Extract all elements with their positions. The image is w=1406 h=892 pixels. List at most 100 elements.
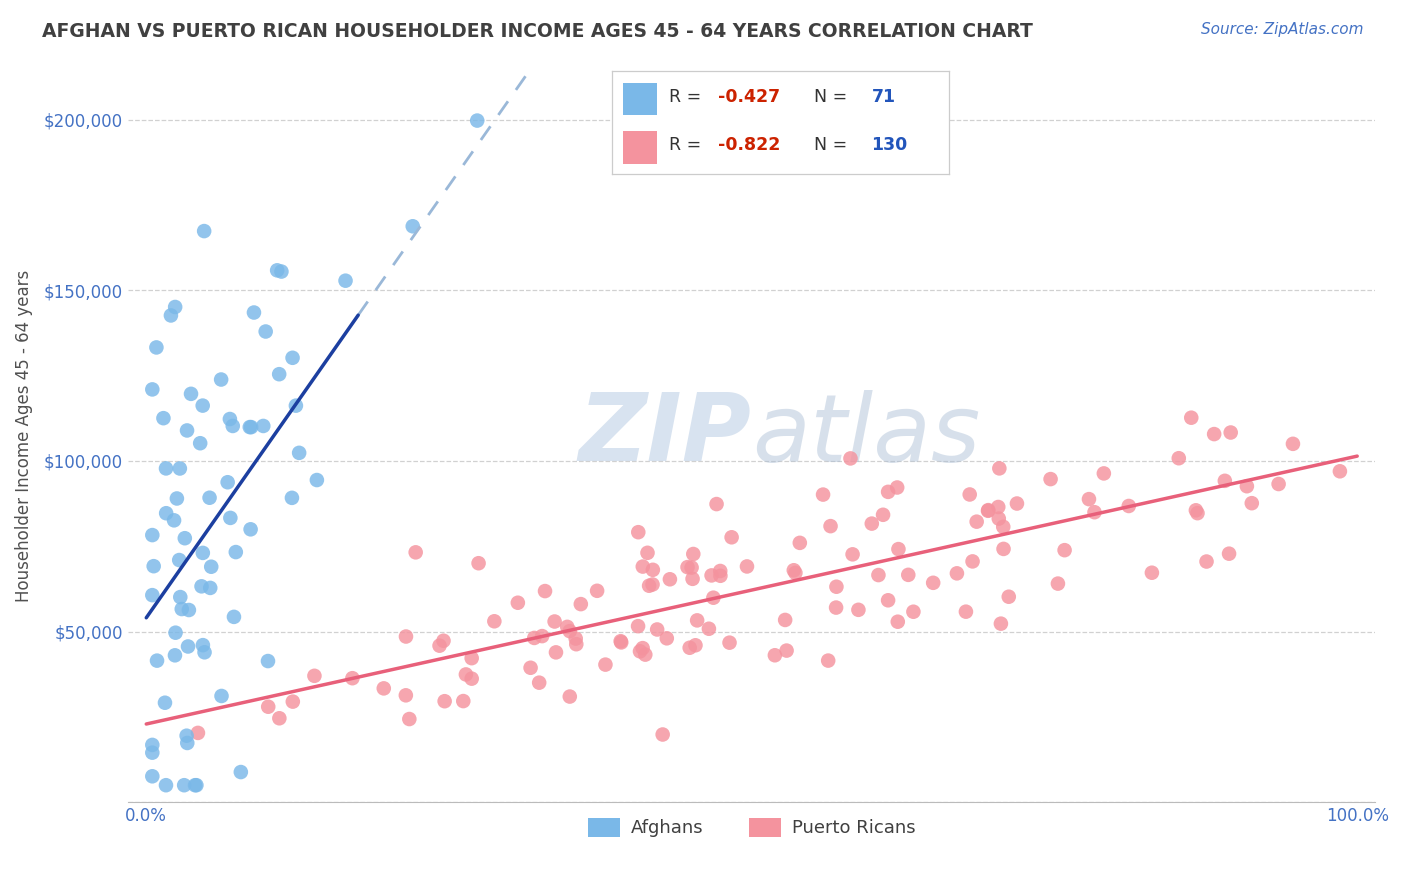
Point: [887, 615, 910, 629]
Point: [555, 620, 578, 634]
Text: -0.427: -0.427: [718, 88, 780, 106]
Point: [141, 746, 163, 760]
Point: [173, 778, 195, 792]
Point: [193, 224, 215, 238]
Point: [239, 522, 262, 536]
Text: ZIP: ZIP: [579, 390, 752, 482]
Point: [763, 648, 786, 663]
Point: [627, 525, 650, 540]
Point: [946, 566, 969, 581]
Point: [217, 475, 239, 490]
Point: [239, 420, 262, 434]
Point: [465, 113, 488, 128]
Point: [1236, 479, 1258, 493]
Point: [700, 568, 723, 582]
Point: [190, 579, 212, 593]
Y-axis label: Householder Income Ages 45 - 64 years: Householder Income Ages 45 - 64 years: [15, 269, 32, 601]
Point: [142, 559, 165, 574]
Point: [1185, 503, 1208, 517]
Point: [281, 491, 304, 505]
Point: [281, 695, 304, 709]
Point: [155, 778, 177, 792]
Point: [785, 566, 807, 580]
Text: 130: 130: [872, 136, 908, 154]
Point: [398, 712, 420, 726]
Text: R =: R =: [669, 88, 707, 106]
Point: [848, 603, 870, 617]
Point: [177, 603, 200, 617]
Point: [177, 640, 200, 654]
Point: [270, 264, 292, 278]
Point: [565, 637, 588, 651]
Point: [523, 631, 546, 645]
Point: [304, 669, 326, 683]
Point: [685, 638, 707, 652]
Point: [789, 536, 811, 550]
Point: [165, 300, 187, 314]
Point: [269, 711, 291, 725]
Point: [544, 645, 567, 659]
Point: [655, 632, 678, 646]
Point: [454, 667, 477, 681]
Point: [564, 632, 586, 646]
Point: [631, 641, 654, 656]
Point: [1204, 427, 1226, 442]
Point: [1219, 425, 1241, 440]
Point: [959, 487, 981, 501]
Text: N =: N =: [814, 88, 848, 106]
Point: [180, 387, 202, 401]
Point: [1195, 555, 1218, 569]
Point: [558, 690, 581, 704]
Point: [141, 769, 163, 783]
Point: [395, 630, 418, 644]
Point: [191, 638, 214, 652]
Point: [484, 614, 506, 628]
Point: [993, 520, 1015, 534]
Point: [681, 560, 703, 574]
Point: [153, 696, 176, 710]
Point: [897, 567, 920, 582]
Point: [219, 511, 242, 525]
Point: [187, 726, 209, 740]
Text: N =: N =: [814, 136, 848, 154]
Point: [254, 325, 277, 339]
Point: [402, 219, 425, 234]
Point: [1187, 506, 1209, 520]
Point: [977, 503, 1000, 517]
Point: [872, 508, 894, 522]
Point: [219, 412, 242, 426]
Point: [682, 547, 704, 561]
Point: [141, 738, 163, 752]
Point: [1267, 477, 1289, 491]
Point: [506, 596, 529, 610]
Point: [977, 504, 1000, 518]
Point: [1180, 410, 1202, 425]
Point: [1140, 566, 1163, 580]
Point: [922, 575, 945, 590]
Point: [460, 672, 482, 686]
Point: [811, 487, 834, 501]
Point: [1092, 467, 1115, 481]
Point: [209, 372, 232, 386]
Point: [240, 420, 263, 434]
Point: [595, 657, 617, 672]
Text: AFGHAN VS PUERTO RICAN HOUSEHOLDER INCOME AGES 45 - 64 YEARS CORRELATION CHART: AFGHAN VS PUERTO RICAN HOUSEHOLDER INCOM…: [42, 22, 1033, 41]
Point: [152, 411, 174, 425]
Point: [193, 645, 215, 659]
Bar: [623, 131, 657, 163]
Point: [886, 481, 908, 495]
Point: [735, 559, 758, 574]
Text: atlas: atlas: [752, 390, 980, 481]
Point: [266, 263, 288, 277]
Point: [222, 610, 245, 624]
Point: [169, 461, 191, 475]
Text: 71: 71: [872, 88, 896, 106]
Point: [342, 671, 364, 685]
Point: [405, 545, 427, 559]
Point: [841, 547, 863, 561]
Point: [825, 600, 848, 615]
Point: [176, 736, 198, 750]
Point: [702, 591, 724, 605]
Point: [1218, 547, 1240, 561]
Point: [252, 419, 274, 434]
